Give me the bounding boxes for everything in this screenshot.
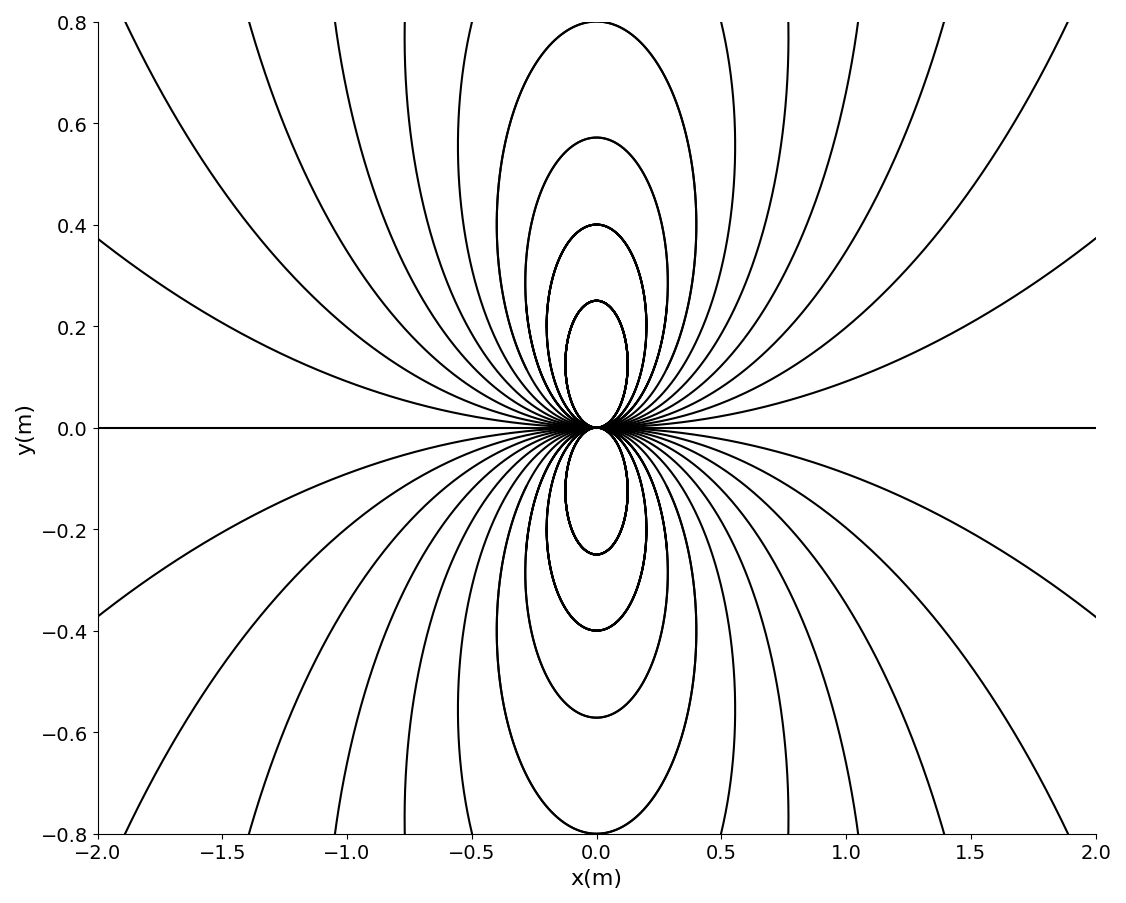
X-axis label: x(m): x(m) — [571, 868, 623, 888]
Y-axis label: y(m): y(m) — [15, 402, 35, 454]
